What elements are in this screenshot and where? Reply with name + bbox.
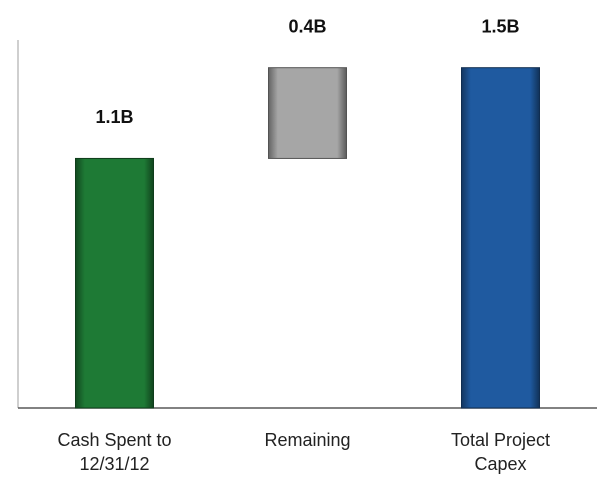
x-tick-label: Cash Spent to 12/31/12 <box>57 430 172 474</box>
data-label: 1.1B <box>95 107 133 127</box>
bar <box>75 157 154 409</box>
bar <box>461 67 540 409</box>
data-label: 0.4B <box>288 16 326 36</box>
data-label: 1.5B <box>481 16 519 36</box>
x-tick-label: Remaining <box>264 430 351 450</box>
x-tick-label: Total Project Capex <box>450 430 551 474</box>
bar <box>268 67 347 159</box>
